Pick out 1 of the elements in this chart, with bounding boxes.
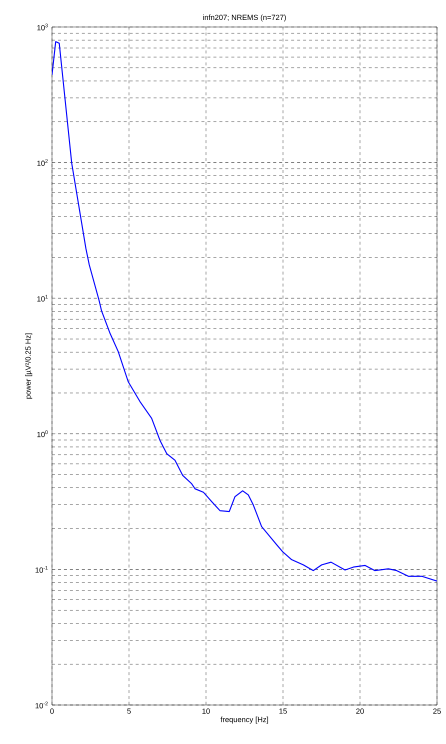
line-series — [52, 41, 437, 582]
